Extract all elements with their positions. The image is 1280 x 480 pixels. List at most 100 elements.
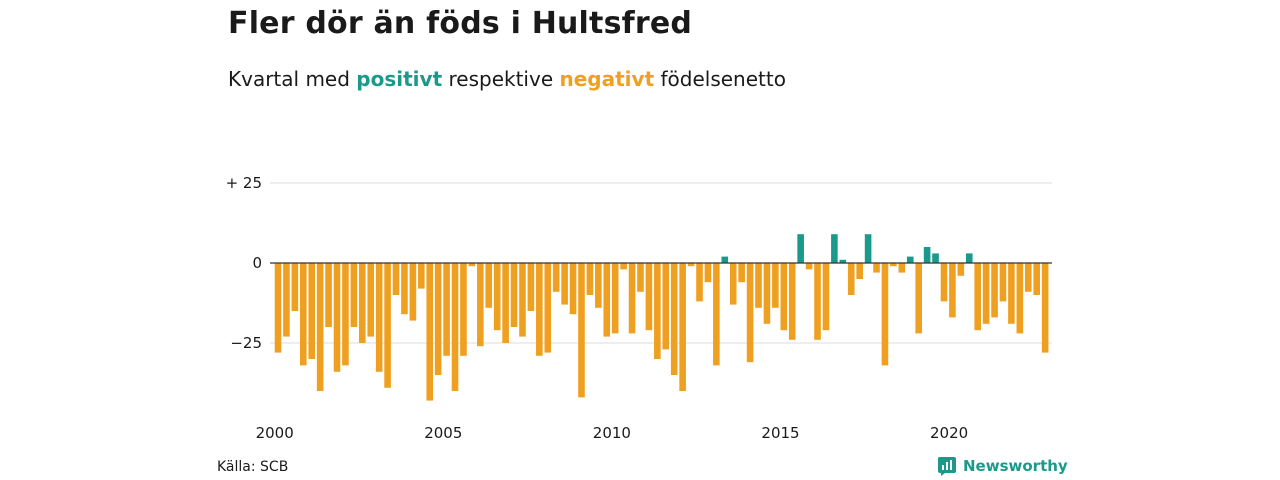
bar — [1033, 263, 1040, 295]
bar — [308, 263, 316, 359]
subtitle-middle: respektive — [448, 67, 554, 91]
bar — [367, 263, 375, 337]
bar — [291, 263, 299, 311]
bar — [982, 263, 990, 324]
bar — [333, 263, 341, 372]
bar — [485, 263, 493, 308]
bar — [780, 263, 788, 331]
x-tick-label: 2015 — [761, 424, 799, 442]
bar — [949, 263, 956, 318]
brand-name: Newsworthy — [963, 457, 1068, 475]
bar — [418, 263, 425, 289]
bar — [620, 263, 627, 270]
bar — [468, 263, 476, 267]
bar — [932, 253, 939, 263]
subtitle-positive-label: positivt — [356, 67, 443, 91]
bar — [434, 263, 442, 375]
bar — [409, 263, 417, 321]
bar — [797, 234, 804, 263]
x-tick-label: 2020 — [930, 424, 968, 442]
bar — [873, 263, 880, 273]
bar — [443, 263, 450, 356]
bar — [898, 263, 906, 273]
bar — [283, 263, 290, 337]
bar — [544, 263, 552, 353]
bar — [721, 256, 729, 263]
bar — [738, 263, 745, 283]
x-tick-label: 2010 — [593, 424, 631, 442]
bar — [965, 253, 973, 263]
bar — [595, 263, 602, 308]
bar — [1024, 263, 1032, 292]
bar — [1016, 263, 1024, 334]
bar — [915, 263, 922, 334]
bar — [679, 263, 686, 391]
bar — [401, 263, 408, 315]
bar — [637, 263, 644, 292]
bar — [392, 263, 400, 295]
bar — [350, 263, 358, 327]
newsworthy-brand: Newsworthy — [937, 456, 1068, 476]
bar — [763, 263, 771, 324]
bar — [890, 263, 897, 267]
subtitle-prefix: Kvartal med — [228, 67, 350, 91]
bar — [940, 263, 948, 302]
bar — [864, 234, 872, 263]
chart-title: Fler dör än föds i Hultsfred — [228, 6, 693, 41]
bar — [881, 263, 889, 366]
bar — [839, 259, 847, 263]
chart-subtitle: Kvartal med positivt respektive negativt… — [228, 67, 786, 91]
bar — [822, 263, 830, 331]
bar — [788, 263, 796, 340]
bar — [375, 263, 383, 372]
bar — [527, 263, 535, 311]
bar — [999, 263, 1007, 302]
bar — [991, 263, 998, 318]
bar — [519, 263, 526, 337]
source-note: Källa: SCB — [217, 459, 289, 475]
bar — [536, 263, 543, 356]
subtitle-suffix: födelsenetto — [660, 67, 786, 91]
bar — [662, 263, 670, 350]
bar — [460, 263, 467, 356]
bar — [974, 263, 981, 331]
bar — [611, 263, 619, 334]
bar — [384, 263, 391, 388]
bar — [831, 234, 838, 263]
bar — [704, 263, 712, 283]
bar — [603, 263, 611, 337]
bar — [299, 263, 307, 366]
y-tick-label: 0 — [252, 254, 262, 272]
bar — [713, 263, 720, 366]
bar — [502, 263, 509, 343]
bar — [814, 263, 821, 340]
bar — [906, 256, 914, 263]
bar — [746, 263, 754, 363]
bar — [359, 263, 366, 343]
bar — [510, 263, 518, 327]
bar — [451, 263, 459, 391]
bar — [561, 263, 568, 305]
bar — [1008, 263, 1015, 324]
x-tick-label: 2005 — [424, 424, 462, 442]
bar — [729, 263, 737, 305]
bar — [645, 263, 653, 331]
x-tick-label: 2000 — [256, 424, 294, 442]
bar — [805, 263, 813, 270]
bar — [755, 263, 762, 308]
bar — [654, 263, 661, 359]
bar — [772, 263, 779, 308]
bar — [569, 263, 577, 315]
bar — [847, 263, 855, 295]
y-tick-label: + 25 — [226, 174, 262, 192]
bar — [687, 263, 695, 267]
subtitle-negative-label: negativt — [559, 67, 655, 91]
y-tick-label: −25 — [230, 334, 262, 352]
bar — [628, 263, 636, 334]
bar — [1041, 263, 1049, 353]
bar — [552, 263, 560, 292]
newsworthy-logo-icon — [938, 457, 956, 476]
bar — [274, 263, 282, 353]
bar — [325, 263, 332, 327]
bar — [670, 263, 678, 375]
